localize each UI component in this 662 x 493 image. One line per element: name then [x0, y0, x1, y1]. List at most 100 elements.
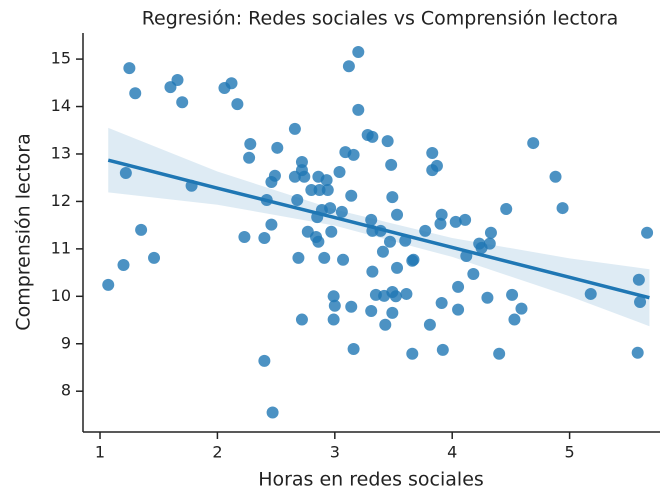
point — [102, 278, 115, 291]
point — [500, 203, 513, 216]
point — [225, 77, 238, 90]
point — [324, 202, 337, 215]
point — [508, 313, 521, 326]
point — [400, 287, 413, 300]
x-tick-label: 5 — [565, 443, 575, 462]
point — [176, 96, 189, 109]
point — [381, 135, 394, 148]
point — [493, 347, 506, 360]
point — [328, 299, 341, 312]
y-tick-label: 12 — [51, 191, 71, 210]
point — [345, 300, 358, 313]
point — [117, 258, 130, 271]
point — [556, 202, 569, 215]
point — [385, 158, 398, 171]
point — [265, 218, 278, 231]
point — [366, 265, 379, 278]
y-tick-label: 14 — [51, 96, 71, 115]
point — [268, 169, 281, 182]
x-tick-label: 1 — [95, 443, 105, 462]
point — [305, 184, 318, 197]
point — [386, 306, 399, 319]
point — [527, 137, 540, 150]
y-tick-label: 11 — [51, 238, 71, 257]
point — [430, 159, 443, 172]
point — [244, 138, 257, 151]
point — [123, 62, 136, 75]
point — [549, 170, 562, 183]
point — [481, 291, 494, 304]
point — [391, 208, 404, 221]
point — [632, 273, 645, 286]
point — [291, 194, 304, 207]
point — [366, 130, 379, 143]
point — [584, 287, 597, 300]
point — [435, 296, 448, 309]
point — [320, 174, 333, 187]
point — [333, 166, 346, 179]
point — [435, 208, 448, 221]
point — [310, 231, 323, 244]
y-tick-label: 15 — [51, 49, 71, 68]
point — [449, 215, 462, 228]
y-tick-label: 9 — [61, 333, 71, 352]
point — [327, 313, 340, 326]
point — [321, 184, 334, 197]
point — [337, 253, 350, 266]
point — [352, 103, 365, 116]
point — [347, 148, 360, 161]
point — [379, 318, 392, 331]
point — [243, 151, 256, 164]
point — [327, 290, 340, 303]
point — [365, 305, 378, 318]
point — [406, 347, 419, 360]
point — [258, 231, 271, 244]
point — [347, 342, 360, 355]
point — [238, 231, 251, 244]
y-tick-label: 13 — [51, 143, 71, 162]
point — [423, 318, 436, 331]
point — [391, 261, 404, 274]
point — [231, 98, 244, 111]
chart-title: Regresión: Redes sociales vs Comprensión… — [142, 8, 619, 30]
point — [171, 73, 184, 86]
point — [407, 253, 420, 266]
point — [467, 268, 480, 281]
point — [288, 122, 301, 135]
point — [325, 225, 338, 238]
point — [313, 184, 326, 197]
point — [419, 224, 432, 237]
point — [342, 60, 355, 73]
point — [484, 226, 497, 239]
point — [389, 290, 402, 303]
regression-line — [107, 158, 650, 300]
point — [459, 213, 472, 226]
point — [436, 343, 449, 356]
point — [135, 223, 148, 236]
point — [506, 288, 519, 301]
point — [271, 141, 284, 154]
x-tick-label: 2 — [212, 443, 222, 462]
point — [352, 45, 365, 58]
y-tick-label: 8 — [61, 381, 71, 400]
x-tick-label: 3 — [330, 443, 340, 462]
point — [258, 354, 271, 367]
point — [631, 346, 644, 359]
point — [298, 170, 311, 183]
point — [335, 205, 348, 218]
point — [515, 302, 528, 315]
point — [634, 296, 647, 309]
point — [483, 237, 496, 250]
point — [129, 87, 142, 100]
point — [292, 251, 305, 264]
point — [148, 251, 161, 264]
x-axis-label: Horas en redes sociales — [258, 469, 484, 491]
x-tick-label: 4 — [447, 443, 457, 462]
point — [452, 280, 465, 293]
point — [345, 189, 358, 202]
point — [383, 235, 396, 248]
point — [386, 191, 399, 204]
point — [365, 213, 378, 226]
